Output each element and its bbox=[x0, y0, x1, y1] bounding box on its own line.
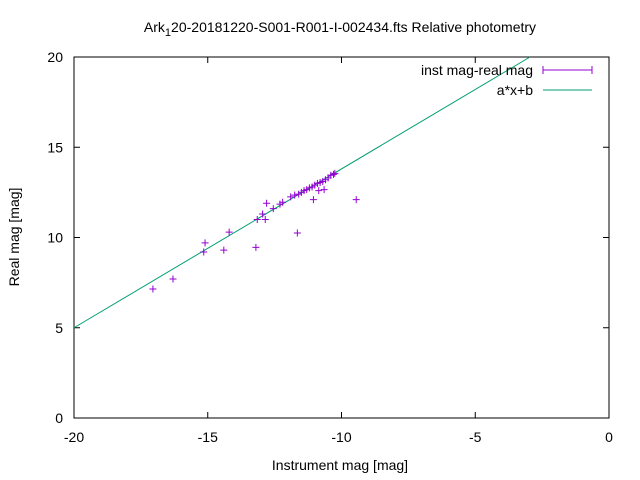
data-point bbox=[220, 246, 228, 254]
legend: inst mag-real mag a*x+b bbox=[421, 62, 593, 98]
x-axis-label: Instrument mag [mag] bbox=[272, 457, 408, 473]
y-tick-label: 20 bbox=[47, 49, 63, 65]
data-point bbox=[261, 215, 269, 223]
plot-area-frame bbox=[73, 56, 610, 419]
data-point bbox=[200, 248, 208, 256]
x-tick-label: -15 bbox=[198, 429, 218, 445]
data-point bbox=[309, 196, 317, 204]
data-point bbox=[352, 196, 360, 204]
chart-title-suffix: 20-20181220-S001-R001-I-002434.fts Relat… bbox=[171, 19, 536, 35]
data-point bbox=[263, 199, 271, 207]
data-point bbox=[315, 187, 323, 195]
y-tick-label: 0 bbox=[55, 410, 63, 426]
data-point bbox=[291, 191, 299, 199]
legend-label-points: inst mag-real mag bbox=[421, 62, 533, 78]
data-point bbox=[149, 285, 157, 293]
data-point bbox=[269, 205, 277, 213]
data-point bbox=[201, 239, 209, 247]
x-tick-label: -20 bbox=[64, 429, 84, 445]
chart-title-prefix: Ark bbox=[144, 19, 166, 35]
legend-label-line: a*x+b bbox=[497, 82, 533, 98]
y-tick-label: 5 bbox=[55, 320, 63, 336]
chart-title: Ark120-20181220-S001-R001-I-002434.fts R… bbox=[144, 19, 536, 39]
y-tick-label: 15 bbox=[47, 139, 63, 155]
data-point bbox=[169, 275, 177, 283]
data-point bbox=[331, 169, 339, 177]
data-point bbox=[253, 215, 261, 223]
data-point bbox=[225, 228, 233, 236]
series-layer bbox=[73, 56, 531, 329]
data-point bbox=[279, 198, 287, 206]
y-tick-label: 10 bbox=[47, 230, 63, 246]
x-tick-label: -10 bbox=[331, 429, 351, 445]
data-point bbox=[259, 210, 267, 218]
axis-ticks: -20 -15 -10 -5 0 0 5 10 15 20 bbox=[47, 49, 613, 445]
chart-title-subscript: 1 bbox=[165, 27, 171, 39]
data-point bbox=[287, 193, 295, 201]
data-point bbox=[320, 186, 328, 194]
y-axis-label: Real mag [mag] bbox=[6, 188, 22, 287]
x-tick-label: -5 bbox=[469, 429, 482, 445]
x-tick-label: 0 bbox=[605, 429, 613, 445]
data-point bbox=[252, 243, 260, 251]
data-point bbox=[329, 170, 337, 178]
data-point bbox=[293, 229, 301, 237]
